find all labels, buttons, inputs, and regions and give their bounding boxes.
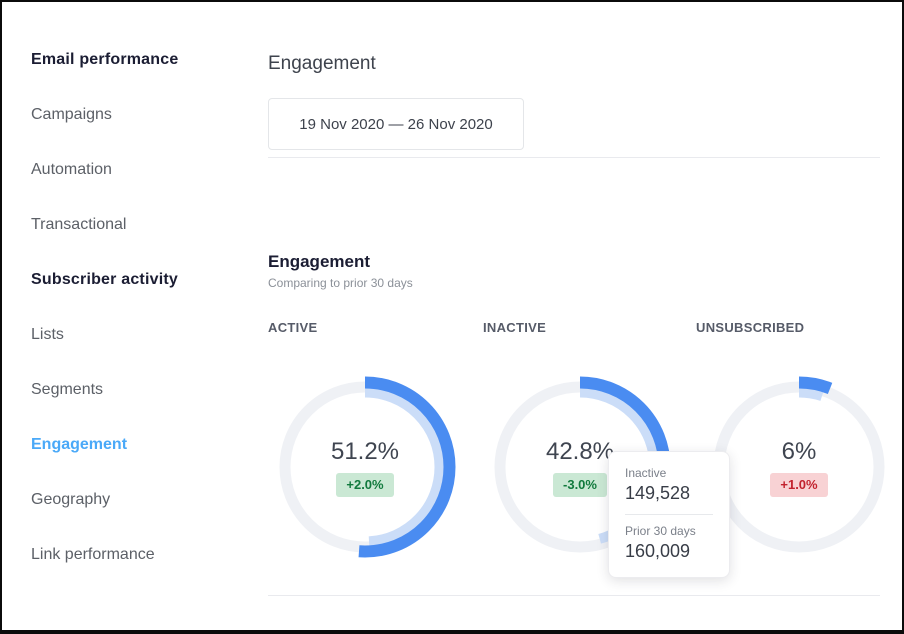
page-title: Engagement [268, 53, 376, 74]
sidebar-item-campaigns[interactable]: Campaigns [31, 106, 112, 123]
sidebar-item-lists[interactable]: Lists [31, 326, 64, 343]
tooltip-divider [625, 514, 713, 515]
date-range-text: 19 Nov 2020 — 26 Nov 2020 [299, 115, 493, 133]
unsubscribed-donut-center: 6% +1.0% [704, 437, 894, 497]
unsubscribed-value: 6% [781, 438, 817, 465]
top-divider [268, 157, 880, 158]
unsubscribed-donut-chart[interactable]: 6% +1.0% [704, 372, 894, 562]
engagement-section-subtitle: Comparing to prior 30 days [268, 276, 413, 290]
inactive-donut-center: 42.8% -3.0% [485, 437, 675, 497]
active-donut-center: 51.2% +2.0% [270, 437, 460, 497]
tooltip-prior-label: Prior 30 days [625, 524, 696, 538]
engagement-section-title: Engagement [268, 252, 371, 271]
unsubscribed-change-badge: +1.0% [770, 473, 828, 497]
engagement-charts: ACTIVE INACTIVE UNSUBSCRIBED 51.2% +2.0%… [268, 320, 890, 596]
sidebar-item-geography[interactable]: Geography [31, 491, 111, 508]
donut-tooltip: Inactive 149,528 Prior 30 days 160,009 [608, 451, 730, 578]
chart-column-headers: ACTIVE INACTIVE UNSUBSCRIBED [268, 320, 880, 336]
active-value: 51.2% [330, 438, 400, 465]
tooltip-label: Inactive [625, 466, 667, 480]
sidebar-item-transactional[interactable]: Transactional [31, 216, 127, 233]
sidebar-item-segments[interactable]: Segments [31, 381, 104, 398]
donut-rings [270, 372, 460, 562]
inactive-column-header: INACTIVE [483, 320, 547, 335]
sidebar-item-automation[interactable]: Automation [31, 161, 112, 178]
active-change-badge: +2.0% [336, 473, 394, 497]
tooltip-value: 149,528 [625, 483, 691, 503]
report-sidebar: Email performance Campaigns Automation T… [31, 49, 241, 599]
active-column-header: ACTIVE [268, 320, 318, 335]
bottom-divider [268, 595, 880, 596]
sidebar-item-engagement[interactable]: Engagement [31, 436, 128, 453]
sidebar-item-link-performance[interactable]: Link performance [31, 546, 155, 563]
donut-row: 51.2% +2.0% 42.8% -3.0% 6% +1.0% [268, 372, 890, 562]
unsubscribed-column-header: UNSUBSCRIBED [696, 320, 805, 335]
tooltip-prior-value: 160,009 [625, 541, 691, 561]
active-donut-chart[interactable]: 51.2% +2.0% [270, 372, 460, 562]
inactive-value: 42.8% [545, 438, 615, 465]
sidebar-header-subscriber-activity: Subscriber activity [31, 271, 178, 288]
sidebar-header-email-performance: Email performance [31, 51, 179, 68]
inactive-change-badge: -3.0% [553, 473, 607, 497]
date-range-picker[interactable]: 19 Nov 2020 — 26 Nov 2020 [268, 98, 524, 150]
main-content: Engagement 19 Nov 2020 — 26 Nov 2020 Eng… [268, 2, 890, 596]
